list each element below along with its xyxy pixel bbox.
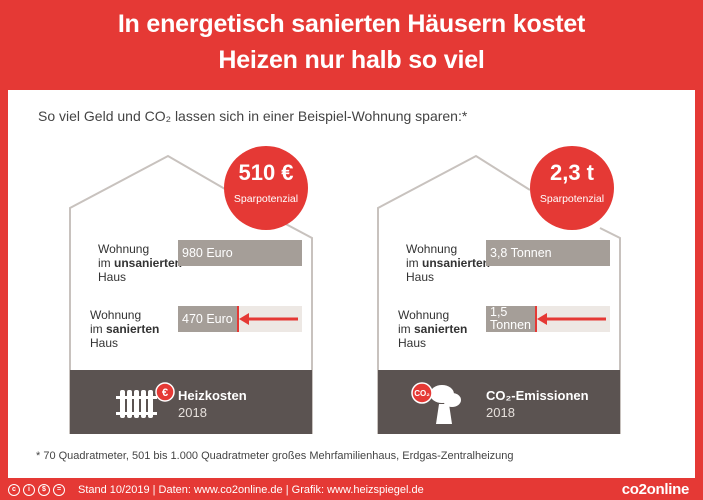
bar-unsaniert: 3,8 Tonnen [486, 240, 610, 266]
house-co2: Wohnung im unsanierten Haus Wohnung im s… [377, 146, 621, 434]
footer-title: Heizkosten [178, 388, 247, 403]
header: In energetisch sanierten Häusern kostet … [0, 0, 703, 88]
content-panel: So viel Geld und CO₂ lassen sich in eine… [8, 90, 695, 478]
bottom-bar: c i $ = Stand 10/2019 | Daten: www.co2on… [0, 480, 703, 500]
source-meta: Stand 10/2019 | Daten: www.co2online.de … [78, 484, 424, 496]
savings-badge: 2,3 t Sparpotenzial [530, 146, 614, 230]
co2online-logo: co2online [621, 481, 690, 498]
bar-unsaniert: 980 Euro [178, 240, 302, 266]
badge-label: Sparpotenzial [539, 193, 605, 205]
svg-text:CO₂: CO₂ [414, 389, 430, 398]
bar-saniert: 470 Euro [178, 306, 237, 332]
row-label-saniert: Wohnung im sanierten Haus [398, 308, 468, 350]
footnote: * 70 Quadratmeter, 501 bis 1.000 Quadrat… [36, 450, 514, 462]
savings-arrow [239, 313, 298, 325]
row-label-saniert: Wohnung im sanierten Haus [90, 308, 160, 350]
headline-line-1: In energetisch sanierten Häusern kostet [117, 10, 586, 38]
cc-nc-icon: $ [38, 484, 50, 496]
badge-value: 510 € [238, 160, 294, 185]
footer-year: 2018 [178, 405, 207, 420]
bar-end-marker [535, 306, 537, 332]
row-label-unsaniert: Wohnung im unsanierten Haus [406, 242, 491, 284]
subtitle: So viel Geld und CO₂ lassen sich in eine… [38, 108, 468, 124]
footer-year: 2018 [486, 405, 515, 420]
footer-co2: CO₂ CO₂-Emissionen 2018 [378, 370, 620, 434]
svg-text:€: € [162, 387, 168, 399]
cc-nd-icon: = [53, 484, 65, 496]
footer-title: CO₂-Emissionen [486, 388, 589, 403]
savings-badge: 510 € Sparpotenzial [224, 146, 308, 230]
savings-arrow [537, 313, 606, 325]
row-label-unsaniert: Wohnung im unsanierten Haus [98, 242, 183, 284]
house-outline [69, 154, 313, 434]
radiator-euro-icon: € [116, 382, 175, 418]
badge-label: Sparpotenzial [233, 193, 299, 205]
headline-line-2: Heizen nur halb so viel [218, 46, 485, 74]
cc-icon: c [8, 484, 20, 496]
cc-by-icon: i [23, 484, 35, 496]
badge-value: 2,3 t [549, 160, 595, 185]
bar-end-marker [237, 306, 239, 332]
co2-smoke-icon: CO₂ [411, 382, 461, 424]
bar-saniert: 1,5 Tonnen [486, 306, 535, 332]
house-heizkosten: Wohnung im unsanierten Haus Wohnung im s… [69, 146, 313, 434]
footer-heizkosten: € Heizkosten 2018 [70, 370, 312, 434]
house-outline [377, 154, 621, 434]
